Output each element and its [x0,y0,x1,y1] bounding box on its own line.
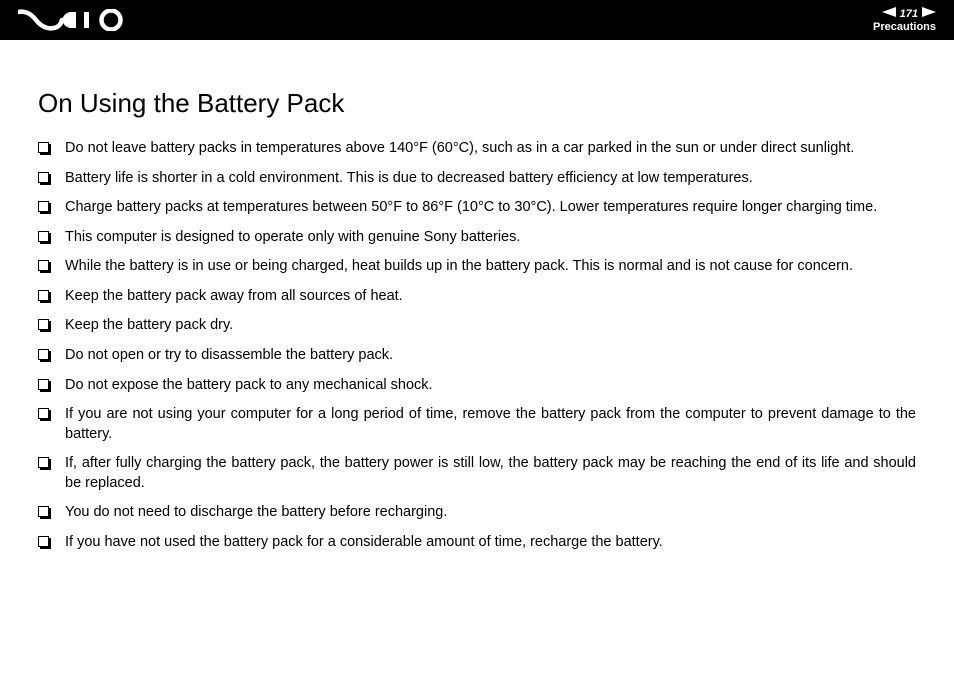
list-item-text: You do not need to discharge the battery… [65,503,916,523]
list-item: Do not leave battery packs in temperatur… [38,139,916,159]
precautions-list: Do not leave battery packs in temperatur… [38,139,916,552]
list-item-text: If you have not used the battery pack fo… [65,533,916,553]
list-item-text: Do not leave battery packs in temperatur… [65,139,916,159]
list-item: Keep the battery pack dry. [38,316,916,336]
list-item-text: Keep the battery pack dry. [65,316,916,336]
list-item: Charge battery packs at temperatures bet… [38,198,916,218]
bullet-icon [38,142,49,153]
list-item: If you have not used the battery pack fo… [38,533,916,553]
list-item: If, after fully charging the battery pac… [38,454,916,493]
bullet-icon [38,172,49,183]
list-item-text: If, after fully charging the battery pac… [65,454,916,493]
list-item-text: Do not open or try to disassemble the ba… [65,346,916,366]
page-nav: 171 [882,7,936,20]
bullet-icon [38,349,49,360]
list-item-text: If you are not using your computer for a… [65,405,916,444]
bullet-icon [38,319,49,330]
page-number: 171 [900,8,918,20]
list-item-text: Battery life is shorter in a cold enviro… [65,169,916,189]
list-item: Do not open or try to disassemble the ba… [38,346,916,366]
list-item: This computer is designed to operate onl… [38,228,916,248]
list-item-text: Do not expose the battery pack to any me… [65,376,916,396]
bullet-icon [38,290,49,301]
list-item-text: Charge battery packs at temperatures bet… [65,198,916,218]
list-item: Do not expose the battery pack to any me… [38,376,916,396]
nav-next-icon[interactable] [922,7,936,20]
vaio-logo [18,9,128,31]
list-item: Battery life is shorter in a cold enviro… [38,169,916,189]
bullet-icon [38,536,49,547]
nav-prev-icon[interactable] [882,7,896,20]
page-header: 171 Precautions [0,0,954,40]
list-item: You do not need to discharge the battery… [38,503,916,523]
bullet-icon [38,506,49,517]
bullet-icon [38,231,49,242]
bullet-icon [38,201,49,212]
list-item-text: This computer is designed to operate onl… [65,228,916,248]
bullet-icon [38,457,49,468]
list-item-text: Keep the battery pack away from all sour… [65,287,916,307]
list-item-text: While the battery is in use or being cha… [65,257,916,277]
page-title: On Using the Battery Pack [38,88,916,119]
bullet-icon [38,260,49,271]
header-right: 171 Precautions [873,7,936,33]
list-item: While the battery is in use or being cha… [38,257,916,277]
bullet-icon [38,379,49,390]
section-label: Precautions [873,21,936,33]
bullet-icon [38,408,49,419]
list-item: If you are not using your computer for a… [38,405,916,444]
list-item: Keep the battery pack away from all sour… [38,287,916,307]
page-content: On Using the Battery Pack Do not leave b… [0,40,954,552]
